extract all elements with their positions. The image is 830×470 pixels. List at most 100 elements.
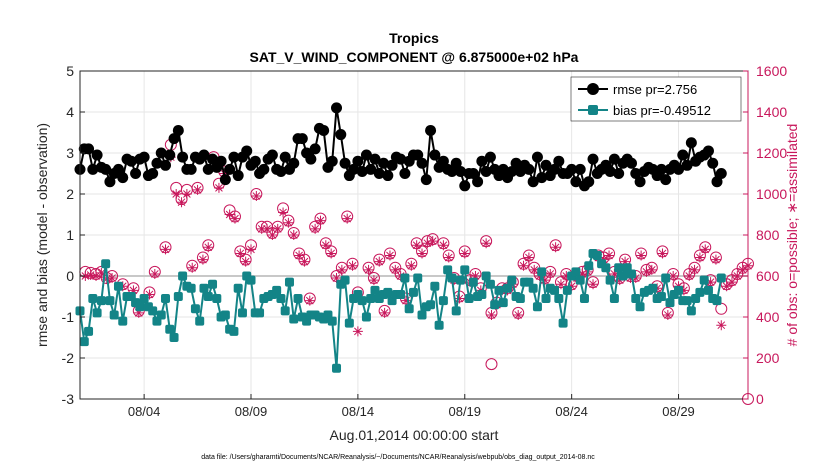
assimilated-obs-point — [454, 293, 465, 304]
rmse-point — [288, 157, 300, 169]
assimilated-obs-point — [689, 264, 700, 275]
assimilated-obs-point — [400, 295, 411, 306]
rmse-point — [258, 163, 270, 175]
bias-point — [426, 300, 436, 310]
rmse-point — [472, 176, 484, 188]
rmse-point — [378, 157, 390, 169]
rmse-point — [613, 168, 625, 179]
assimilated-obs-point — [251, 191, 262, 202]
assimilated-obs-point — [149, 268, 160, 279]
rmse-point — [365, 163, 377, 175]
assimilated-obs-point — [716, 320, 727, 331]
assimilated-obs-point — [577, 268, 588, 279]
assimilated-obs-point — [203, 242, 214, 253]
chart-title: Tropics — [389, 30, 439, 46]
bias-point — [276, 294, 286, 304]
x-tick-label: 08/04 — [128, 404, 161, 419]
assimilated-obs-point — [294, 250, 305, 261]
bias-point — [601, 263, 611, 273]
bias-point — [370, 285, 380, 295]
assimilated-obs-point — [229, 213, 240, 224]
rmse-point — [369, 153, 381, 165]
rmse-point — [360, 149, 372, 161]
bias-point — [195, 316, 205, 326]
rmse-point — [527, 176, 539, 188]
rmse-point — [681, 159, 693, 171]
bias-point — [571, 267, 581, 277]
bias-point — [584, 261, 594, 271]
rmse-point — [685, 137, 697, 149]
x-tick-label: 08/14 — [342, 404, 375, 419]
bias-point — [648, 283, 658, 293]
bias-point — [417, 310, 427, 320]
rmse-point — [224, 163, 236, 175]
assimilated-obs-point — [91, 271, 102, 281]
assimilated-obs-point — [342, 213, 353, 224]
rmse-point — [510, 157, 522, 169]
bias-point — [656, 292, 666, 301]
assimilated-obs-point — [604, 250, 615, 261]
rmse-point — [219, 174, 231, 186]
assimilated-obs-point — [256, 223, 267, 234]
bias-point — [84, 326, 94, 336]
rmse-point — [570, 176, 582, 188]
rmse-point — [677, 149, 689, 161]
bias-point — [92, 308, 102, 318]
bias-point — [344, 318, 354, 328]
assimilated-obs-point — [406, 260, 417, 271]
legend-bias-label: bias pr=-0.49512 — [613, 103, 711, 118]
rmse-point — [425, 124, 437, 136]
bias-point — [627, 269, 637, 279]
assimilated-obs-point — [523, 252, 534, 263]
bias-point — [674, 285, 684, 295]
bias-point — [118, 316, 128, 326]
bias-point — [237, 308, 247, 318]
bias-point — [208, 279, 218, 289]
x-tick-label: 08/24 — [555, 404, 588, 419]
bias-point — [447, 273, 457, 283]
assimilated-obs-point — [331, 273, 342, 284]
assimilated-obs-point — [620, 256, 631, 267]
rmse-point — [348, 163, 360, 175]
assimilated-obs-point — [246, 244, 257, 255]
bias-point — [156, 310, 166, 320]
assimilated-obs-point — [678, 285, 689, 296]
y-tick-label-right: 400 — [756, 309, 780, 325]
bias-point — [246, 275, 256, 285]
rmse-point — [279, 151, 291, 163]
rmse-point — [207, 153, 219, 165]
assimilated-obs-point — [700, 244, 711, 255]
assimilated-obs-point — [160, 244, 171, 255]
bias-point — [498, 298, 508, 308]
rmse-point — [130, 168, 142, 179]
possible-obs-point — [485, 358, 498, 371]
bias-point — [699, 275, 709, 285]
assimilated-obs-point — [181, 189, 192, 199]
y-tick-label-right: 1200 — [756, 145, 787, 161]
rmse-point — [467, 168, 479, 179]
rmse-point — [412, 149, 424, 161]
bias-point — [477, 289, 487, 299]
bias-point — [532, 302, 542, 312]
bias-point — [443, 265, 453, 275]
bias-point — [614, 263, 624, 273]
rmse-point — [437, 155, 449, 167]
bias-point — [88, 294, 98, 304]
assimilated-obs-point — [411, 240, 422, 251]
bias-point — [661, 273, 671, 283]
bias-point — [579, 294, 589, 304]
bias-point — [212, 294, 222, 304]
assimilated-obs-point — [427, 236, 438, 247]
rmse-point — [497, 163, 509, 175]
rmse-point — [536, 172, 548, 184]
assimilated-obs-point — [609, 268, 620, 279]
assimilated-obs-point — [262, 223, 273, 234]
assimilated-obs-point — [352, 326, 363, 337]
bias-point — [609, 294, 619, 304]
rmse-point — [215, 155, 227, 167]
bias-point — [695, 287, 705, 297]
y-tick-label-right: 800 — [756, 227, 780, 243]
rmse-point — [339, 157, 351, 169]
bias-point — [413, 273, 423, 283]
